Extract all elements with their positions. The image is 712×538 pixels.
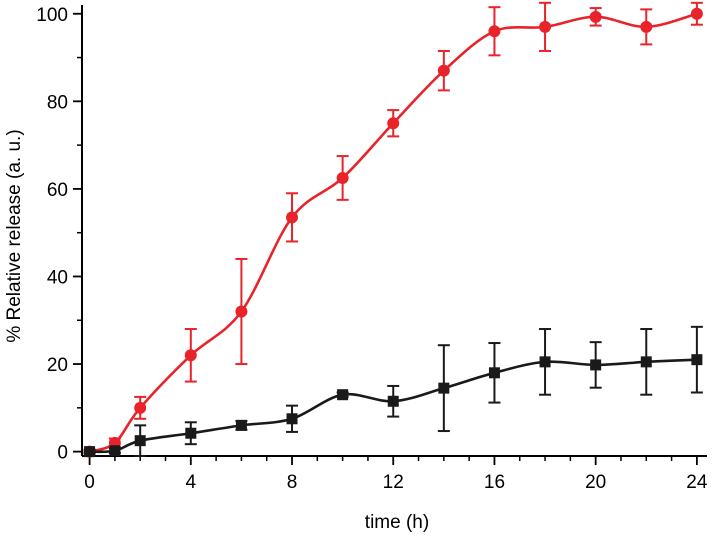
data-point [134,401,147,414]
data-point [286,413,298,425]
data-point [437,64,450,77]
data-point [387,395,399,407]
data-point [691,354,703,366]
data-point [134,435,146,447]
y-tick-label: 60 [47,180,68,201]
x-tick-label: 20 [585,472,606,493]
x-tick-label: 24 [686,472,708,493]
data-point [539,20,552,33]
data-point [109,445,121,457]
x-tick-label: 12 [383,472,404,493]
data-point [589,10,602,23]
y-tick-label: 100 [36,5,68,26]
data-point [640,20,653,33]
y-axis-label: % Relative release (a. u.) [4,129,25,342]
data-point [84,446,96,458]
data-point [690,7,703,20]
data-point [539,356,551,368]
data-point [488,25,501,38]
data-point [235,305,248,318]
x-axis-label: time (h) [365,512,429,533]
data-point [387,117,400,130]
data-point [438,382,450,394]
y-tick-label: 80 [47,92,68,113]
y-tick-label: 0 [57,443,68,464]
data-point [590,359,602,371]
x-tick-label: 8 [287,472,298,493]
x-tick-label: 16 [484,472,505,493]
y-tick-label: 20 [47,355,68,376]
series-black [83,325,703,458]
series-layer [83,1,703,458]
x-tick-label: 4 [186,472,197,493]
series-line [89,12,698,453]
data-point [185,427,197,439]
axes: 0 4 8 12 16 20 24 0 20 40 60 80 100 [36,5,708,493]
data-point [640,356,652,368]
x-tick-label: 0 [84,472,95,493]
y-tick-label: 40 [47,267,68,288]
data-point [286,211,299,224]
data-point [235,419,247,431]
data-point [337,389,349,401]
data-point [488,367,500,379]
data-point [336,171,349,184]
data-point [184,349,197,362]
